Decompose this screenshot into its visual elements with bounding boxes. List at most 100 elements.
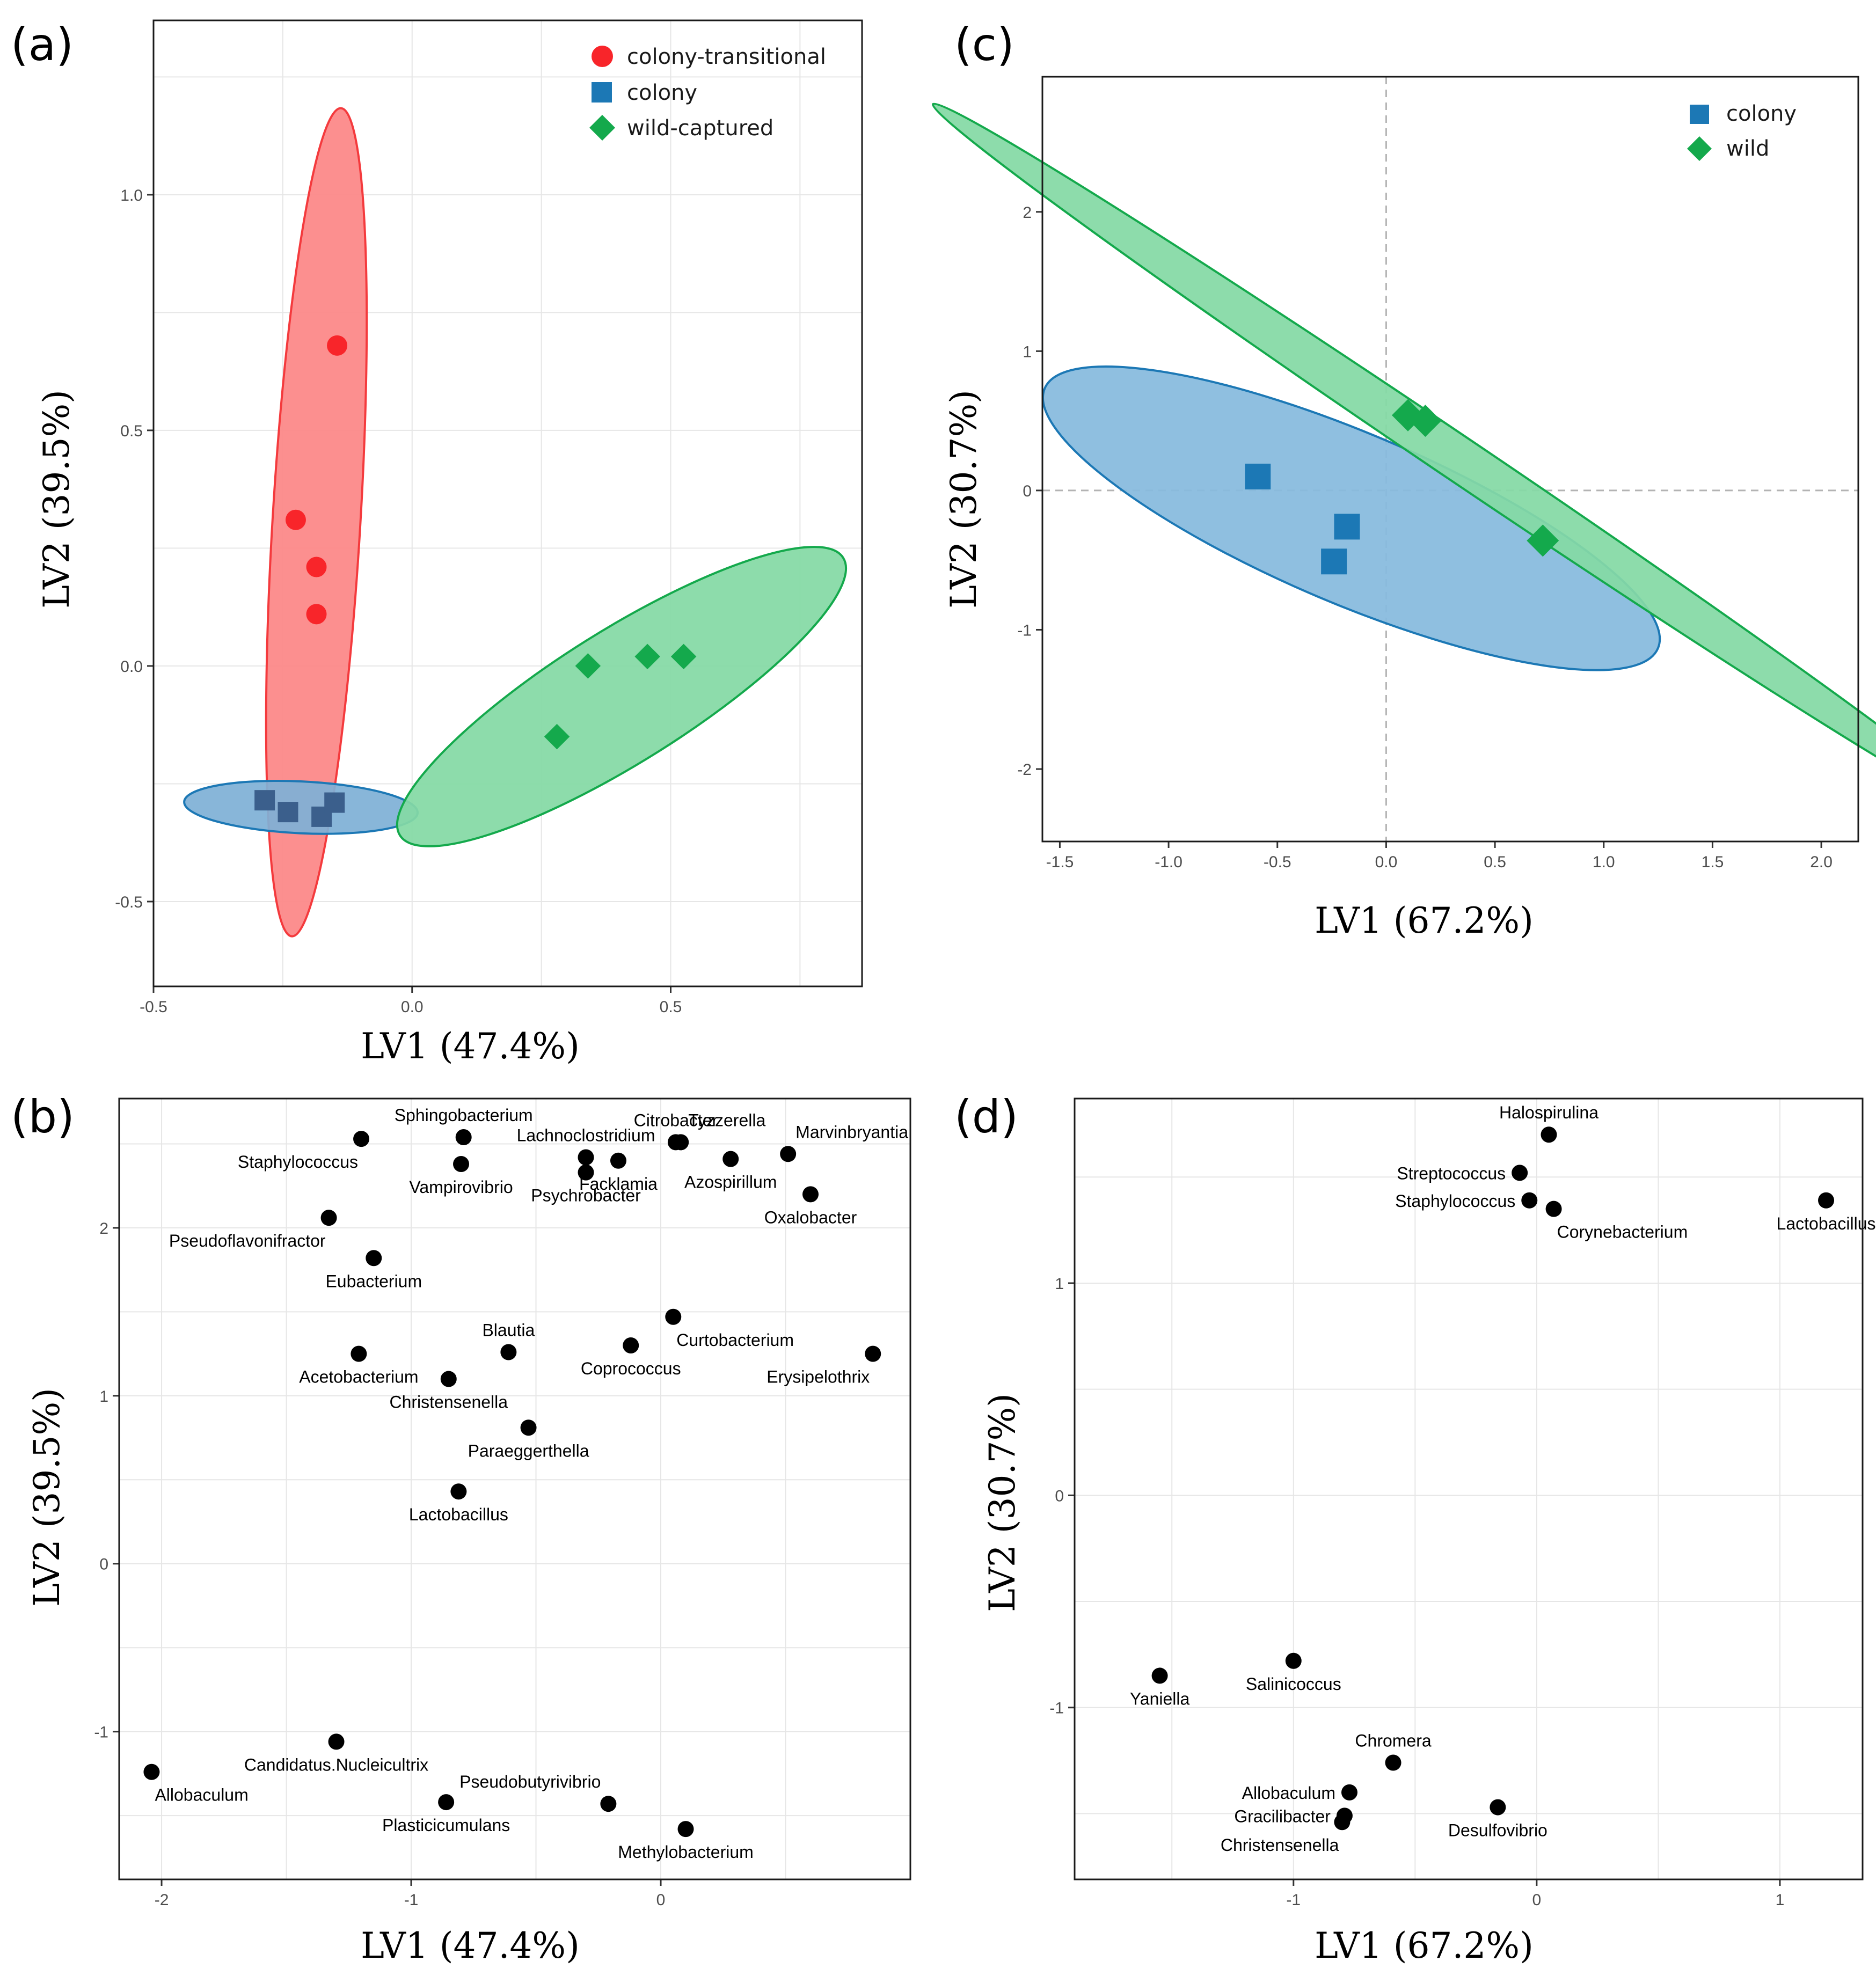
panel-c-label: (c) [954,18,1014,71]
loading-label: Staphylococcus [1395,1191,1515,1211]
x-tick-label: 1 [1776,1891,1785,1909]
loading-label: Candidatus.Nucleicultrix [244,1755,428,1774]
point-colony [1334,514,1360,540]
loading-point [865,1345,881,1362]
panel-d-ticks: -1 0 1 -1 0 1 [1049,1275,1784,1909]
loading-point [578,1164,594,1181]
loading-label: Pseudoflavonifractor [169,1231,326,1250]
legend-wild-captured: wild-captured [627,116,773,141]
loading-label: Coprococcus [581,1359,681,1378]
loading-point [450,1483,467,1500]
legend-colony-marker [1690,105,1709,124]
loading-label: Christensenella [1221,1835,1339,1855]
loading-point [438,1794,455,1811]
point-colony-transitional [327,335,348,356]
loading-point [665,1308,682,1325]
point-colony-transitional [285,509,306,530]
loading-point [351,1345,367,1362]
y-tick-label: 0 [99,1556,108,1574]
legend-colony: colony [1726,101,1797,126]
y-tick-label: -0.5 [115,894,143,911]
panel-c-scatter: (c) -1.5 -1.0 -0.5 0.0 0.5 1.0 1.5 2.0 -2 -1 0 1 2 c… [931,18,1876,941]
panel-a-x-axis-title: LV1 (47.4%) [361,1026,580,1067]
y-tick-label: 2 [1023,204,1032,222]
panel-a-ticks: -0.5 0.0 0.5 -0.5 0.0 0.5 1.0 [115,187,682,1016]
loading-point [440,1371,457,1387]
y-tick-label: 1 [1023,343,1032,361]
loading-label: Corynebacterium [1557,1223,1688,1242]
x-tick-label: 0.0 [1375,853,1398,871]
loading-point [677,1821,694,1838]
point-colony [1321,548,1347,575]
x-tick-label: -0.5 [1264,853,1291,871]
loading-label: Plasticicumulans [382,1816,510,1835]
y-tick-label: 1 [99,1388,108,1406]
y-tick-label: -1 [1017,621,1032,639]
panel-c-legend: colony wild [1687,101,1797,161]
legend-wild-marker [1687,136,1712,161]
panel-b-loadings: (b) Sphingobacterium Staphylococcus Lachno… [11,1091,911,1966]
panel-c-ellipses [931,103,1876,817]
legend-colony-transitional: colony-transitional [627,45,826,69]
y-tick-label: -2 [1017,761,1032,779]
x-tick-label: -1.5 [1046,853,1074,871]
loading-label: Eubacterium [325,1271,422,1291]
point-colony [278,802,298,823]
loading-point [600,1796,617,1812]
x-tick-label: -1 [404,1891,419,1909]
panel-d-y-axis-title: LV2 (30.7%) [982,1393,1023,1612]
ellipse-wild [931,103,1876,817]
panel-c-ticks: -1.5 -1.0 -0.5 0.0 0.5 1.0 1.5 2.0 -2 -1 0 1 2 [1017,204,1833,871]
loading-label: Allobaculum [155,1785,248,1805]
loading-label: Salinicoccus [1246,1674,1341,1694]
ellipse-colony-transitional [265,107,368,938]
point-colony [324,792,345,813]
loading-label: Allobaculum [1242,1783,1335,1803]
legend-wild: wild [1726,136,1769,161]
loading-label: Erysipelothrix [767,1367,870,1387]
x-tick-label: 0.5 [1484,853,1506,871]
point-colony [254,790,275,811]
loading-label: Christensenella [389,1393,508,1412]
panel-c-y-axis-title: LV2 (30.7%) [943,390,984,609]
ellipse-wild-captured [396,546,848,847]
loading-point [328,1733,345,1750]
panel-d-frame [1074,1097,1864,1880]
x-tick-label: 2.0 [1810,853,1833,871]
loading-point [623,1337,639,1353]
loading-label: Psychrobacter [531,1186,641,1205]
loading-point [500,1344,517,1360]
panel-b-label: (b) [11,1091,75,1143]
loading-point [1285,1652,1302,1669]
loading-point [610,1152,626,1169]
x-tick-label: 0 [1532,1891,1542,1909]
loading-point [1490,1799,1506,1816]
y-tick-label: 1 [1055,1275,1064,1293]
loading-label: Lactobacillus [409,1505,508,1524]
point-colony-transitional [306,557,327,577]
loading-label: Curtobacterium [676,1330,794,1350]
loading-point [1385,1754,1401,1771]
x-tick-label: 0 [656,1891,666,1909]
loading-point [1334,1814,1351,1831]
loading-label: Oxalobacter [764,1207,857,1227]
legend-colony: colony [627,80,697,105]
y-tick-label: -1 [94,1724,108,1741]
panel-a-points [254,335,697,827]
loading-label: Chromera [1355,1731,1431,1751]
loading-point [780,1146,797,1162]
loading-label: Gracilibacter [1234,1806,1331,1826]
y-tick-label: -1 [1049,1700,1064,1717]
panel-c-frame [1041,76,1859,843]
loading-point [1521,1192,1538,1209]
loading-label: Methylobacterium [618,1842,754,1862]
loading-point [453,1156,470,1173]
panel-a-ellipses [183,107,848,938]
x-tick-label: -1 [1286,1891,1301,1909]
loading-label: Marvinbryantia [795,1122,908,1141]
loading-label: Streptococcus [1397,1163,1506,1183]
y-tick-label: 1.0 [120,187,143,204]
point-wild-captured [670,643,697,670]
loading-label: Yaniella [1130,1689,1190,1708]
